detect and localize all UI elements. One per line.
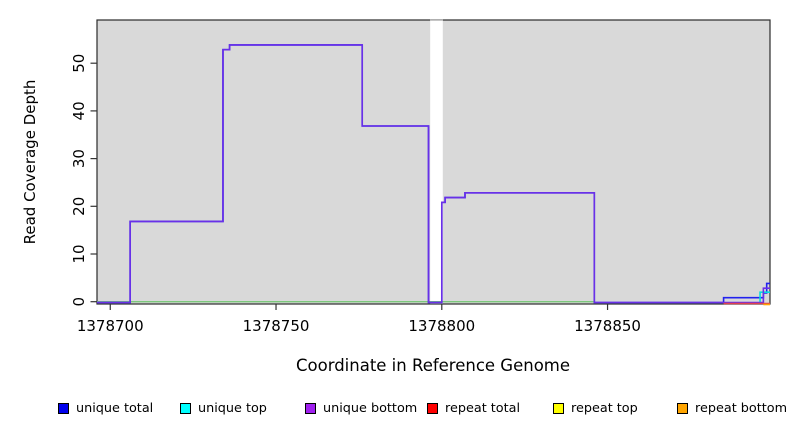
repeat-top-swatch-icon xyxy=(553,403,564,414)
legend-label-unique-top: unique top xyxy=(198,401,267,416)
legend-label-repeat-top: repeat top xyxy=(571,401,638,416)
series-unique-bottom xyxy=(97,44,770,304)
y-tick-label: 20 xyxy=(70,197,88,216)
legend-label-repeat-total: repeat total xyxy=(445,401,521,416)
unique-top-swatch-icon xyxy=(180,403,191,414)
x-axis-title: Coordinate in Reference Genome xyxy=(295,356,571,375)
x-tick-label: 1378750 xyxy=(243,317,310,335)
legend-label-unique-bottom: unique bottom xyxy=(323,401,418,416)
x-tick-label: 1378700 xyxy=(77,317,144,335)
repeat-total-swatch-icon xyxy=(427,403,438,414)
gap-band-top-edge xyxy=(430,19,443,21)
y-tick-label: 50 xyxy=(70,54,88,73)
y-tick-label: 0 xyxy=(70,297,88,307)
x-tick-label: 1378850 xyxy=(574,317,641,335)
y-tick-label: 30 xyxy=(70,149,88,168)
y-tick-label: 10 xyxy=(70,244,88,263)
gap-band xyxy=(430,19,443,304)
x-tick-label: 1378800 xyxy=(408,317,475,335)
legend-label-repeat-bottom: repeat bottom xyxy=(695,401,788,416)
y-tick-label: 40 xyxy=(70,101,88,120)
unique-total-swatch-icon xyxy=(58,403,69,414)
repeat-bottom-swatch-icon xyxy=(677,403,688,414)
legend-label-unique-total: unique total xyxy=(76,401,154,416)
unique-bottom-swatch-icon xyxy=(305,403,316,414)
y-axis-title: Read Coverage Depth xyxy=(21,79,39,245)
